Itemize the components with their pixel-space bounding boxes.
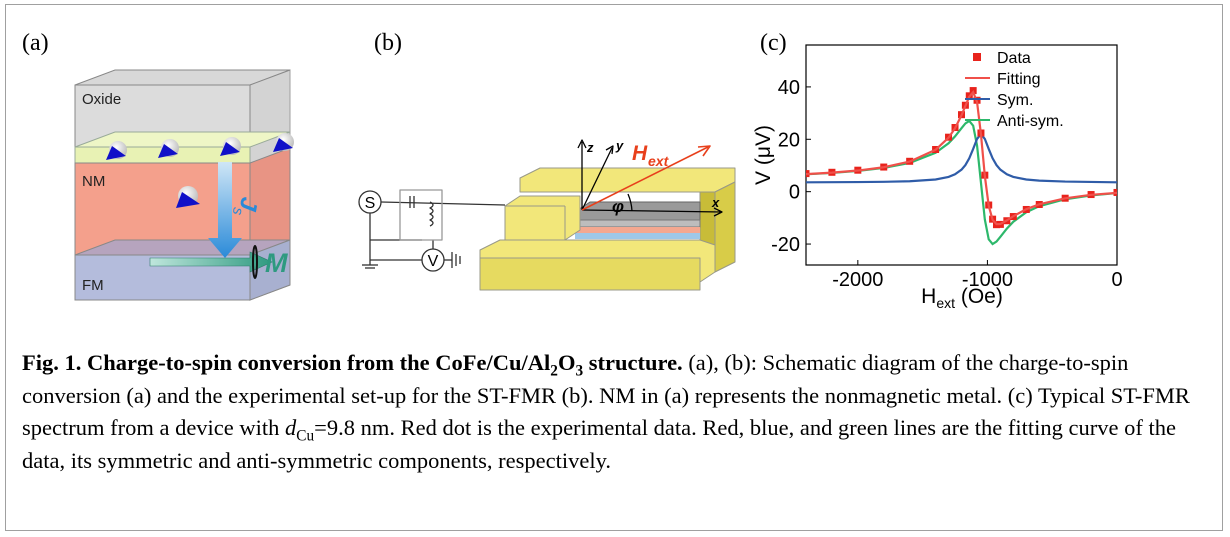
- legend-label: Fitting: [997, 71, 1041, 88]
- axis-label: x: [711, 195, 720, 210]
- magnetization-label: M: [265, 248, 288, 278]
- caption-subscript: 3: [575, 363, 583, 380]
- field-label: H: [632, 142, 648, 165]
- legend-label: Data: [997, 50, 1031, 67]
- caption-title: structure.: [583, 350, 683, 375]
- axis-label: z: [586, 140, 594, 155]
- x-axis-label-main: H: [921, 285, 936, 308]
- layer-label: NM: [82, 173, 105, 190]
- spin-schematic: Oxide NM FM J s M: [75, 70, 294, 300]
- legend-label: Anti-sym.: [997, 113, 1064, 130]
- caption-subscript: Cu: [296, 428, 314, 445]
- panel-label: (a): [22, 30, 49, 56]
- setup-schematic: S V z y x φ H ext: [359, 138, 735, 290]
- caption-symbol: d: [285, 415, 296, 440]
- panel-label: (c): [760, 30, 787, 56]
- x-axis-label-sub: ext: [936, 295, 955, 311]
- caption-title: O: [558, 350, 576, 375]
- legend-label: Sym.: [997, 92, 1033, 109]
- y-tick-label: 0: [789, 182, 800, 204]
- electrode-front: [480, 258, 700, 290]
- x-tick-label: -1000: [962, 269, 1013, 291]
- x-tick-label: -2000: [832, 269, 883, 291]
- layer-label: Oxide: [82, 91, 121, 108]
- figure: (a) (b) (c) Oxide NM FM J s M: [0, 0, 1230, 537]
- axis-label: y: [615, 138, 624, 153]
- panel-label: (b): [374, 30, 402, 56]
- plot-frame: [806, 45, 1117, 265]
- electrode-top-arm: [520, 168, 735, 192]
- y-tick-label: -20: [771, 234, 800, 256]
- x-tick-label: 0: [1111, 269, 1122, 291]
- source-label: S: [365, 195, 376, 212]
- y-tick-label: 40: [778, 77, 800, 99]
- y-axis-label: V (μV): [752, 125, 775, 185]
- caption-title: Fig. 1. Charge-to-spin conversion from t…: [22, 350, 550, 375]
- voltmeter-label: V: [428, 253, 439, 270]
- film-top: [575, 220, 700, 227]
- signal-pad: [505, 196, 580, 240]
- caption-subscript: 2: [550, 363, 558, 380]
- angle-label: φ: [612, 197, 624, 216]
- field-subscript: ext: [648, 153, 670, 169]
- film-cu: [575, 227, 700, 233]
- legend-marker: [973, 53, 981, 61]
- layer-label: FM: [82, 277, 104, 294]
- caption: Fig. 1. Charge-to-spin conversion from t…: [22, 347, 1217, 477]
- y-tick-label: 20: [778, 129, 800, 151]
- film-fm: [575, 233, 700, 239]
